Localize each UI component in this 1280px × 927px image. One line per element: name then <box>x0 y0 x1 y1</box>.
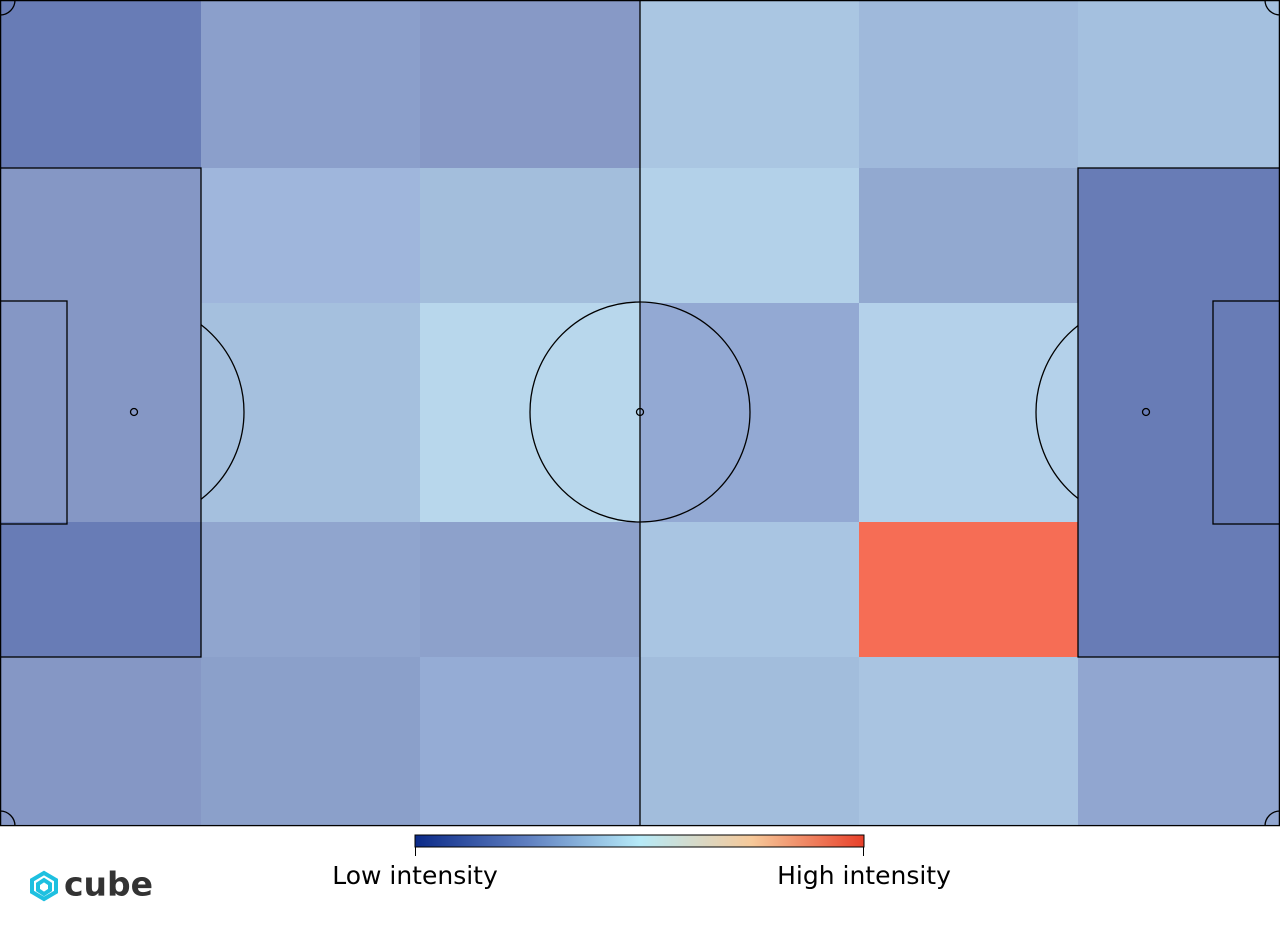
center-spot <box>635 407 645 417</box>
colorbar <box>414 834 865 848</box>
penalty-arc <box>201 323 245 501</box>
heat-cell <box>201 303 420 522</box>
heat-cell <box>420 168 640 303</box>
penalty-spot <box>129 407 139 417</box>
pitch-lines <box>0 0 1280 827</box>
corner-arcs <box>0 0 1280 827</box>
heat-cell <box>1078 0 1280 168</box>
heat-cell <box>640 0 859 168</box>
heat-cell <box>420 657 640 826</box>
heat-cell <box>201 522 420 657</box>
heat-cell <box>201 0 420 168</box>
heat-cell <box>0 522 201 657</box>
heat-cell <box>1078 657 1280 826</box>
heat-cell <box>420 0 640 168</box>
low-label: Low intensity <box>332 861 498 890</box>
goal-area <box>1212 300 1280 525</box>
heat-cell <box>0 0 201 168</box>
center-circle <box>529 301 751 523</box>
high-label: High intensity <box>777 861 951 890</box>
heat-cell <box>0 168 201 303</box>
goal-area <box>0 300 68 525</box>
heat-cell <box>0 303 201 522</box>
heat-cell <box>859 0 1078 168</box>
heat-cell <box>859 303 1078 522</box>
heat-cell <box>1078 522 1280 657</box>
heat-cell <box>640 168 859 303</box>
logo: cube <box>30 865 153 904</box>
heat-cell <box>1078 303 1280 522</box>
heat-cell <box>859 657 1078 826</box>
cells <box>0 0 1280 826</box>
penalty-box <box>1077 167 1280 658</box>
heat-cell <box>859 168 1078 303</box>
penalty-arc <box>1035 324 1078 500</box>
heat-cell <box>420 522 640 657</box>
heat-cell <box>1078 168 1280 303</box>
penalty-spot <box>1141 407 1151 417</box>
heat-cell <box>859 522 1078 657</box>
heat-cell <box>0 657 201 826</box>
logo-text: cube <box>64 865 153 904</box>
logo-icon <box>30 870 58 902</box>
heat-cell <box>201 168 420 303</box>
heat-cell <box>201 657 420 826</box>
heat-cell <box>640 522 859 657</box>
heat-cell <box>640 657 859 826</box>
penalty-box <box>0 167 202 658</box>
